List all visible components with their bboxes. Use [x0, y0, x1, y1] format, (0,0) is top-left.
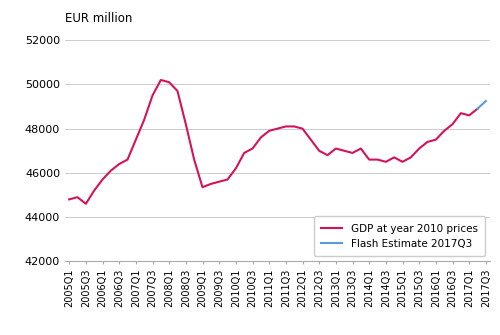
GDP at year 2010 prices: [308, 138, 314, 142]
Text: EUR million: EUR million: [65, 12, 132, 25]
GDP at year 2010 prices: [474, 107, 480, 111]
GDP at year 2010 prices: [150, 93, 156, 97]
GDP at year 2010 prices: [124, 157, 130, 161]
GDP at year 2010 prices: [258, 135, 264, 139]
GDP at year 2010 prices: [350, 151, 356, 155]
GDP at year 2010 prices: [358, 146, 364, 150]
GDP at year 2010 prices: [224, 178, 230, 182]
GDP at year 2010 prices: [141, 118, 147, 122]
GDP at year 2010 prices: [433, 138, 439, 142]
GDP at year 2010 prices: [74, 195, 80, 199]
GDP at year 2010 prices: [183, 122, 189, 126]
GDP at year 2010 prices: [200, 185, 205, 189]
GDP at year 2010 prices: [391, 155, 397, 159]
GDP at year 2010 prices: [374, 157, 380, 161]
Legend: GDP at year 2010 prices, Flash Estimate 2017Q3: GDP at year 2010 prices, Flash Estimate …: [314, 216, 485, 256]
GDP at year 2010 prices: [283, 124, 289, 128]
GDP at year 2010 prices: [274, 127, 280, 131]
GDP at year 2010 prices: [100, 178, 105, 182]
GDP at year 2010 prices: [341, 149, 347, 153]
Flash Estimate 2017Q3: [483, 99, 489, 103]
GDP at year 2010 prices: [116, 162, 122, 166]
GDP at year 2010 prices: [174, 89, 180, 93]
GDP at year 2010 prices: [108, 169, 114, 173]
GDP at year 2010 prices: [66, 197, 72, 201]
GDP at year 2010 prices: [383, 160, 389, 164]
GDP at year 2010 prices: [158, 78, 164, 82]
GDP at year 2010 prices: [241, 151, 247, 155]
GDP at year 2010 prices: [366, 157, 372, 161]
GDP at year 2010 prices: [324, 153, 330, 157]
GDP at year 2010 prices: [416, 146, 422, 150]
GDP at year 2010 prices: [208, 182, 214, 186]
GDP at year 2010 prices: [333, 146, 339, 150]
Line: GDP at year 2010 prices: GDP at year 2010 prices: [69, 80, 478, 204]
GDP at year 2010 prices: [166, 80, 172, 84]
GDP at year 2010 prices: [441, 129, 447, 133]
GDP at year 2010 prices: [191, 157, 197, 161]
GDP at year 2010 prices: [83, 202, 89, 206]
GDP at year 2010 prices: [424, 140, 430, 144]
GDP at year 2010 prices: [300, 127, 306, 131]
GDP at year 2010 prices: [450, 122, 456, 126]
GDP at year 2010 prices: [400, 160, 406, 164]
GDP at year 2010 prices: [91, 189, 97, 193]
GDP at year 2010 prices: [466, 113, 472, 117]
GDP at year 2010 prices: [233, 166, 239, 171]
GDP at year 2010 prices: [216, 180, 222, 184]
GDP at year 2010 prices: [408, 155, 414, 159]
GDP at year 2010 prices: [458, 111, 464, 115]
Flash Estimate 2017Q3: [474, 107, 480, 111]
GDP at year 2010 prices: [133, 138, 139, 142]
Line: Flash Estimate 2017Q3: Flash Estimate 2017Q3: [478, 101, 486, 109]
GDP at year 2010 prices: [316, 149, 322, 153]
GDP at year 2010 prices: [266, 129, 272, 133]
GDP at year 2010 prices: [250, 146, 256, 150]
GDP at year 2010 prices: [291, 124, 297, 128]
